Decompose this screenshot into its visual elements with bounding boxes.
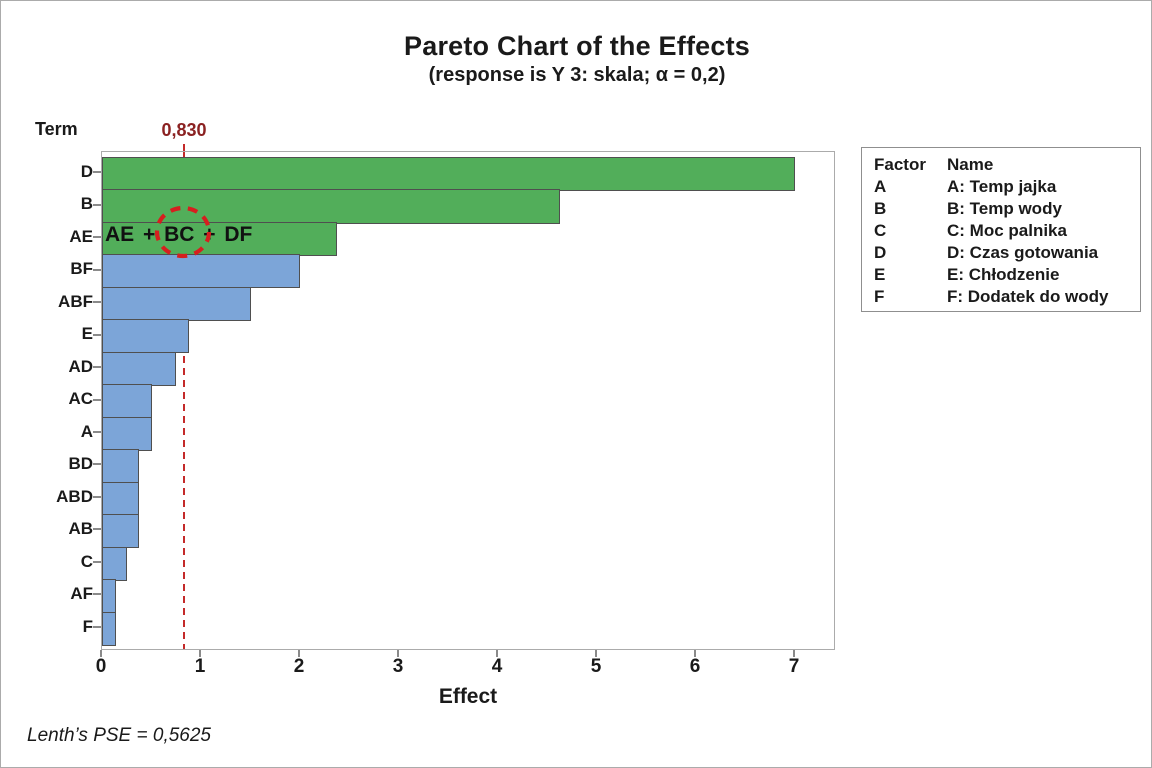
term-label-D: D [80, 162, 93, 181]
x-tick-label-5: 5 [590, 656, 602, 677]
y-axis-tick [93, 366, 101, 369]
term-label-B: B [80, 194, 93, 214]
x-axis-tick [496, 650, 498, 657]
legend-row-E-name: E: Chłodzenie [947, 265, 1060, 284]
y-axis-tick [93, 528, 101, 531]
x-axis-tick [397, 650, 399, 657]
chart-title: Pareto Chart of the Effects [404, 31, 750, 61]
legend-header-name: Name [947, 155, 994, 174]
bar-BD[interactable] [102, 449, 140, 484]
y-axis-tick [93, 301, 101, 304]
lenth-pse-footnote: Lenth’s PSE = 0,5625 [27, 725, 211, 746]
x-tick-label-2: 2 [293, 656, 305, 677]
bar-E[interactable] [102, 319, 189, 354]
legend-row-F-name: F: Dodatek do wody [947, 287, 1109, 306]
legend-row-F-factor: F [874, 287, 885, 306]
x-tick-label-6: 6 [689, 656, 701, 677]
x-axis-tick [100, 650, 102, 657]
y-axis-tick [93, 463, 101, 466]
legend-header: Factor Name [874, 154, 1140, 176]
bar-AB[interactable] [102, 514, 140, 549]
bar-A[interactable] [102, 416, 152, 451]
term-label-AD: AD [68, 356, 93, 376]
term-label-BF: BF [70, 259, 93, 279]
legend-row-F: F F: Dodatek do wody [874, 286, 1140, 308]
legend-row-B-name: B: Temp wody [947, 199, 1062, 218]
chart-subtitle: (response is Y 3: skala; α = 0,2) [428, 64, 726, 86]
y-axis-tick [93, 560, 101, 563]
x-axis-tick [793, 650, 795, 657]
y-axis-tick [93, 398, 101, 401]
factor-legend[interactable]: Factor Name A A: Temp jajka B B: Temp wody C C:… [861, 147, 1141, 312]
x-axis-tick [298, 650, 300, 657]
y-axis-tick [93, 625, 101, 628]
legend-row-B-factor: B [874, 199, 887, 218]
y-axis-tick [93, 171, 101, 174]
y-axis-tick [93, 495, 101, 498]
term-label-E: E [81, 324, 93, 344]
bar-C[interactable] [102, 546, 127, 581]
bar-AE[interactable] [102, 221, 338, 256]
legend-row-D-factor: D [874, 243, 887, 262]
x-axis-tick [694, 650, 696, 657]
y-axis-tick [93, 236, 101, 239]
x-tick-label-4: 4 [491, 656, 503, 677]
legend-row-C: C C: Moc palnika [874, 220, 1140, 242]
legend-row-A-factor: A [874, 177, 887, 196]
x-tick-label-3: 3 [392, 656, 404, 677]
term-label-AE: AE [69, 226, 93, 246]
bar-BF[interactable] [102, 254, 300, 289]
term-label-BD: BD [68, 454, 93, 474]
term-label-AB: AB [68, 519, 93, 539]
legend-row-D: D D: Czas gotowania [874, 242, 1140, 264]
legend-row-C-name: C: Moc palnika [947, 221, 1067, 240]
plot-area: AE + BC + DF [101, 151, 835, 650]
term-label-A: A [80, 421, 93, 441]
x-tick-label-1: 1 [194, 656, 206, 677]
term-label-ABD: ABD [56, 486, 93, 506]
reference-line[interactable] [183, 152, 186, 649]
x-axis-title: Effect [438, 685, 498, 708]
legend-row-E-factor: E [874, 265, 886, 284]
term-label-AC: AC [68, 389, 93, 409]
bar-ABF[interactable] [102, 286, 251, 321]
y-axis-tick [93, 333, 101, 336]
y-axis-tick [93, 593, 101, 596]
term-label-F: F [82, 616, 93, 636]
x-tick-label-0: 0 [95, 656, 107, 677]
bar-AC[interactable] [102, 384, 152, 419]
legend-row-D-name: D: Czas gotowania [947, 243, 1099, 262]
legend-header-factor: Factor [874, 155, 926, 174]
bar-AD[interactable] [102, 351, 177, 386]
bar-AF[interactable] [102, 579, 116, 614]
bar-ABD[interactable] [102, 481, 140, 516]
reference-line-label: 0,830 [161, 120, 207, 140]
bar-D[interactable] [102, 157, 795, 192]
x-axis-tick [199, 650, 201, 657]
bar-F[interactable] [102, 611, 116, 646]
y-axis-tick [93, 268, 101, 271]
y-axis-tick [93, 203, 101, 206]
legend-row-B: B B: Temp wody [874, 198, 1140, 220]
term-label-AF: AF [70, 584, 93, 604]
legend-row-A: A A: Temp jajka [874, 176, 1140, 198]
term-label-C: C [80, 551, 93, 571]
annotation-circle-icon[interactable] [152, 203, 214, 261]
alias-annotation[interactable]: AE + BC + DF [105, 223, 253, 246]
legend-row-E: E E: Chłodzenie [874, 264, 1140, 286]
y-axis-title: Term [35, 119, 78, 139]
legend-row-A-name: A: Temp jajka [947, 177, 1057, 196]
x-axis-tick [595, 650, 597, 657]
x-tick-label-7: 7 [788, 656, 800, 677]
reference-line-tick [183, 144, 185, 152]
y-axis-tick [93, 430, 101, 433]
legend-row-C-factor: C [874, 221, 887, 240]
term-label-ABF: ABF [58, 291, 93, 311]
